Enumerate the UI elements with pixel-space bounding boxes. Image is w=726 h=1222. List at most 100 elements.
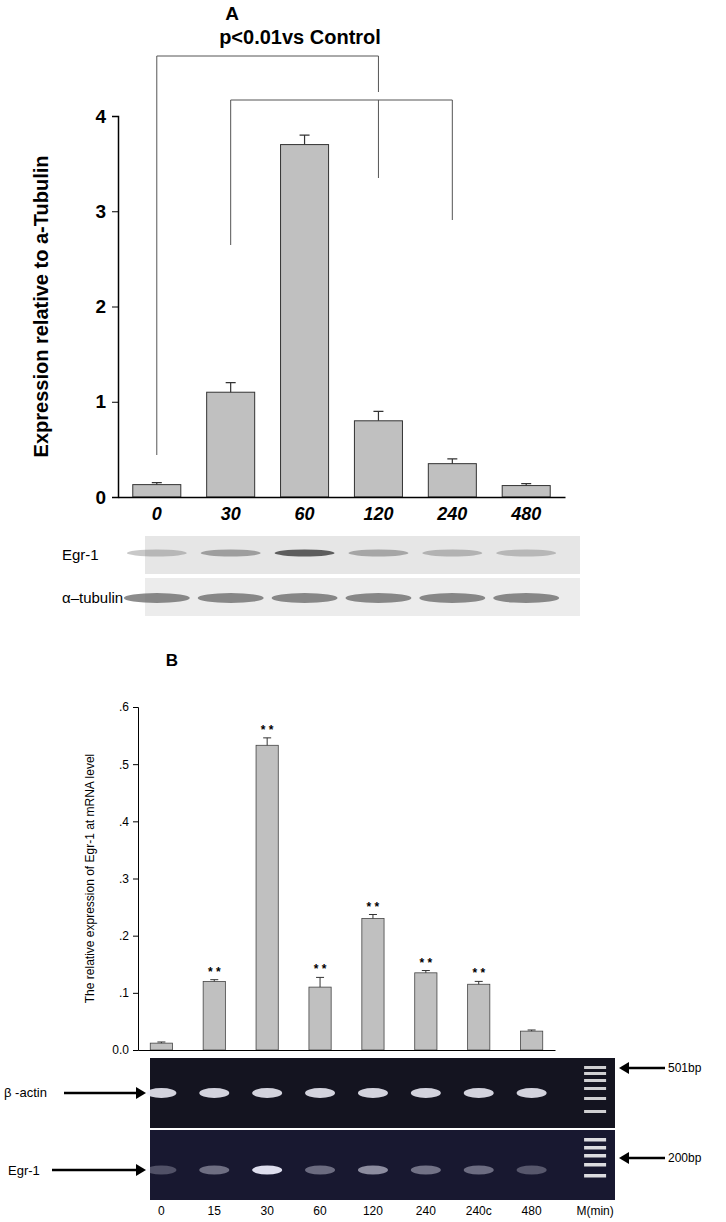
lane-label: 30	[260, 1204, 274, 1218]
ladder-band	[584, 1163, 606, 1167]
error-bar	[226, 383, 236, 393]
gel-panel	[150, 1058, 615, 1128]
bar	[415, 973, 437, 1050]
gel-label: Egr-1	[8, 1163, 40, 1178]
axis-line	[133, 708, 139, 1051]
gel-panel	[150, 1130, 615, 1200]
y-axis-title: Expression relative to a-Tubulin	[30, 156, 52, 458]
arrow-head	[619, 1062, 629, 1074]
tick: 240	[436, 504, 467, 524]
ladder-band	[584, 1066, 606, 1069]
bar	[281, 145, 329, 497]
tick: 30	[221, 504, 241, 524]
error-bar	[373, 411, 383, 421]
tick-mark	[112, 211, 118, 212]
panel-title: B	[166, 651, 178, 670]
tick: 60	[295, 504, 315, 524]
tick: 0.0	[112, 1043, 138, 1057]
tick-label: 30	[221, 504, 241, 524]
ladder-band	[584, 1079, 606, 1082]
lane-label: 240c	[466, 1204, 492, 1218]
gel-band	[199, 1166, 229, 1175]
x-axis: 03060120240480	[119, 498, 566, 524]
bar	[362, 919, 384, 1050]
bar	[468, 984, 490, 1050]
bar	[354, 421, 402, 497]
arrow-head	[136, 1087, 146, 1099]
gel-band	[464, 1088, 494, 1098]
tick-mark	[133, 1050, 138, 1051]
bar	[133, 485, 181, 497]
western-blot: Egr-1 α–tubulin	[62, 536, 580, 616]
error-bar	[521, 484, 531, 486]
axis-line	[112, 117, 119, 498]
arrow-line	[64, 1092, 138, 1095]
gel-band	[146, 1166, 176, 1175]
y-axis: 01234	[95, 106, 118, 508]
blot-band	[272, 593, 338, 603]
arrow-head	[136, 1164, 146, 1176]
ladder-band	[584, 1097, 606, 1100]
tick-mark	[133, 936, 138, 937]
tick-label: 240	[436, 504, 467, 524]
arrow-line	[627, 1067, 665, 1070]
tick-mark	[112, 116, 118, 117]
blot-band	[419, 593, 485, 603]
blot-band	[201, 550, 261, 557]
error-bar	[369, 915, 377, 919]
gel: β -actinEgr-1501bp200bp	[4, 1058, 702, 1200]
gel-band	[411, 1088, 441, 1098]
gel-label: β -actin	[4, 1085, 47, 1100]
ladder-band	[584, 1087, 606, 1090]
annotation: p<0.01vs Control	[219, 26, 381, 48]
gel-band	[358, 1166, 388, 1175]
arrow-line	[627, 1157, 665, 1160]
tick-label: 60	[295, 504, 315, 524]
tick: 3	[95, 201, 118, 222]
error-bar	[152, 483, 162, 485]
arrow-line	[52, 1169, 138, 1172]
tick-mark	[133, 764, 138, 765]
gel-band	[517, 1088, 547, 1098]
tick-label: 120	[363, 504, 393, 524]
bar	[309, 987, 331, 1050]
lane-label: 120	[363, 1204, 383, 1218]
lane-label: 0	[158, 1204, 165, 1218]
panel-b: BThe relative expression of Egr-1 at mRN…	[4, 651, 702, 1218]
ladder-band	[584, 1174, 606, 1178]
tick-label: 3	[95, 201, 106, 222]
lane-label: 480	[522, 1204, 542, 1218]
tick: .6	[119, 700, 138, 714]
tick: .1	[119, 986, 138, 1000]
tick-label: 0.0	[112, 1043, 129, 1057]
gel-band	[358, 1088, 388, 1098]
tick-mark	[133, 707, 138, 708]
tick: 0	[152, 504, 162, 524]
blot-label: α–tubulin	[62, 589, 123, 606]
lane-label: 240	[416, 1204, 436, 1218]
tick: .2	[119, 929, 138, 943]
blot-label: Egr-1	[62, 546, 99, 563]
y-axis: 0.0.1.2.3.4.5.6	[112, 700, 138, 1057]
panel-a: Ap<0.01vs ControlExpression relative to …	[30, 3, 580, 616]
gel-band	[146, 1088, 176, 1098]
tick: .5	[119, 758, 138, 772]
gel-band	[464, 1166, 494, 1175]
significance-label: * *	[472, 966, 485, 980]
tick-label: 1	[95, 391, 106, 412]
tick: 2	[95, 296, 118, 317]
tick-mark	[133, 821, 138, 822]
tick-label: .5	[119, 758, 129, 772]
error-bar	[263, 738, 271, 745]
tick-label: .2	[119, 929, 129, 943]
ladder-band	[584, 1072, 606, 1075]
bar	[521, 1031, 543, 1050]
x-axis-title: M(min)	[576, 1204, 613, 1218]
bar	[256, 745, 278, 1050]
gel-band	[199, 1088, 229, 1098]
figure: Ap<0.01vs ControlExpression relative to …	[0, 0, 726, 1222]
significance-label: * *	[208, 965, 221, 979]
blot-band	[127, 550, 187, 557]
blot-band	[124, 593, 190, 603]
tick-label: .3	[119, 872, 129, 886]
